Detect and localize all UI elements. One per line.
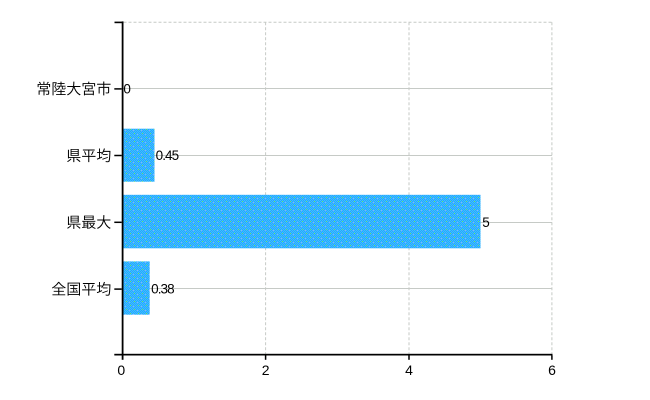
svg-text:0.38: 0.38 — [151, 282, 174, 297]
svg-text:0: 0 — [123, 81, 130, 96]
svg-text:6: 6 — [548, 362, 556, 378]
svg-text:0.45: 0.45 — [156, 148, 179, 163]
svg-text:4: 4 — [405, 362, 413, 378]
svg-text:2: 2 — [262, 362, 270, 378]
svg-text:5: 5 — [482, 215, 489, 230]
svg-text:0: 0 — [117, 362, 125, 378]
